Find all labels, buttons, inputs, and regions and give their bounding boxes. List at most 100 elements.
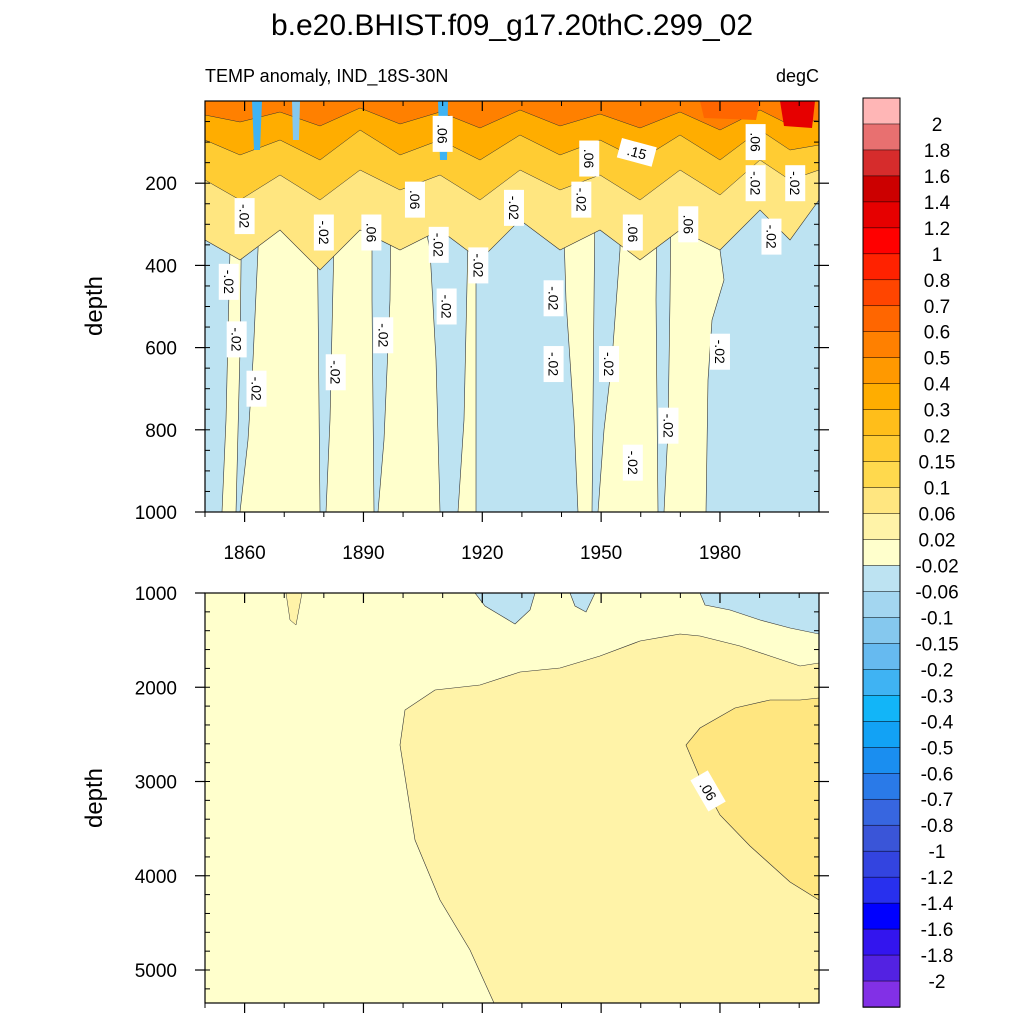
contour-label-text: -.02 [229, 327, 245, 351]
contour-label: -.02 [468, 247, 489, 284]
contour-label-text: -.02 [573, 188, 589, 212]
lower-negative-region [569, 593, 596, 613]
colorbar-label: -2 [929, 972, 946, 993]
colorbar-swatch [862, 123, 901, 151]
contour-label-text: -.02 [763, 225, 779, 249]
contour-label: -.02 [226, 321, 247, 358]
figure-title: b.e20.BHIST.f09_g17.20thC.299_02 [271, 9, 753, 42]
contour-label: .06 [690, 770, 726, 812]
colorbar-label: 1.6 [924, 167, 950, 188]
colorbar-swatch [862, 565, 901, 593]
contour-label: -.02 [234, 198, 255, 235]
lower-y-axis: 1000 2000 3000 4000 5000 [135, 584, 829, 990]
colorbar-label: -0.8 [921, 816, 954, 837]
contour-label-text: .06 [581, 149, 597, 169]
contour-label: -.02 [313, 214, 334, 251]
colorbar-swatch [862, 773, 901, 800]
contour-label: .06 [404, 181, 425, 218]
colorbar-label: -0.1 [921, 608, 954, 629]
contour-label: -.02 [622, 444, 643, 481]
contour-label: .15 [616, 138, 657, 167]
contour-label-text: -.02 [248, 377, 264, 401]
contour-label: -.02 [428, 226, 449, 263]
y-tick-label: 800 [145, 421, 177, 442]
colorbar-label: 0.8 [924, 271, 950, 292]
colorbar-label: 2 [932, 115, 943, 136]
colorbar-label: 0.5 [924, 349, 950, 370]
lower-contour-labels: .06 [690, 770, 726, 812]
contour-label-text: -.02 [237, 204, 253, 228]
contour-label-background [543, 346, 564, 383]
colorbar-swatch [862, 721, 901, 749]
colorbar-swatch [862, 513, 901, 541]
contour-label-text: -.02 [712, 340, 728, 364]
colorbar-label: 1.4 [924, 193, 951, 214]
contour-label: -.02 [373, 317, 394, 354]
contour-label-background [571, 181, 592, 218]
contour-label-background [543, 280, 564, 317]
colorbar-swatch [862, 591, 901, 619]
lower-warm-streak [285, 593, 303, 626]
contour-label-background [404, 181, 425, 218]
colorbar-swatch [862, 902, 901, 930]
contour-label-background [678, 206, 699, 243]
contour-label-background [361, 214, 382, 251]
contour-label-background [579, 140, 600, 177]
colorbar-label: -0.6 [921, 764, 954, 785]
contour-label-text: -.02 [787, 171, 803, 195]
contour-label: -.02 [658, 407, 679, 444]
contour-label-background [468, 247, 489, 284]
colorbar-swatch [862, 383, 901, 411]
colorbar-swatch [862, 539, 901, 567]
lower-negative-region [474, 593, 536, 625]
contour-label-background [436, 288, 457, 325]
contour-label: -.02 [745, 165, 766, 202]
upper-y-axis-title: depth [81, 276, 108, 336]
contour-label: -.02 [571, 181, 592, 218]
contour-label: -.02 [503, 189, 524, 226]
lower-warm-region [685, 697, 819, 901]
contour-label-text: -.02 [748, 171, 764, 195]
upper-cold-streak [292, 101, 300, 140]
contour-label-background [599, 346, 620, 383]
colorbar-label: -1.8 [921, 946, 954, 967]
colorbar-label: 0.15 [919, 453, 956, 474]
contour-label-background [234, 198, 255, 235]
colorbar-label: 0.02 [919, 531, 956, 552]
colorbar-label: 1.8 [924, 141, 950, 162]
contour-label: .06 [579, 140, 600, 177]
lower-y-axis-title: depth [81, 768, 108, 828]
colorbar-swatch [862, 227, 901, 255]
contour-label-background [745, 124, 766, 161]
y-tick-label: 1000 [135, 503, 177, 524]
colorbar-label: 0.2 [924, 427, 950, 448]
upper-panel: -.02 -.02 -.02 -.02 -.02 -.02 .06 -.02 .06 .06 -.0… [81, 100, 829, 564]
x-tick-label: 1860 [223, 543, 265, 564]
contour-label-background [226, 321, 247, 358]
colorbar-swatch [862, 253, 901, 281]
y-tick-label: 200 [145, 174, 177, 195]
contour-label-background [325, 354, 346, 391]
colorbar-frame [862, 97, 901, 1008]
colorbar-swatch [862, 305, 901, 333]
contour-label: -.02 [709, 333, 730, 370]
colorbar-label: 0.1 [924, 479, 950, 500]
contour-label-text: -.02 [546, 352, 562, 376]
lower-negative-region [699, 593, 819, 635]
lower-contour-field [205, 593, 819, 1003]
colorbar-swatch [862, 669, 901, 697]
colorbar-swatch [862, 435, 901, 463]
contour-label: -.02 [543, 346, 564, 383]
contour-label: -.02 [761, 218, 782, 255]
colorbar-label: -0.2 [921, 660, 954, 681]
upper-cold-streak [252, 101, 262, 150]
contour-label-text: -.02 [660, 414, 676, 438]
colorbar-swatch [862, 201, 901, 229]
contour-label-background [503, 189, 524, 226]
colorbar-label: 0.3 [924, 401, 950, 422]
colorbar-label: -0.15 [915, 634, 958, 655]
colorbar-swatch [862, 695, 901, 723]
colorbar-label: -0.3 [921, 686, 954, 707]
contour-label-text: -.02 [316, 220, 332, 244]
left-subtitle: TEMP anomaly, IND_18S-30N [205, 66, 448, 87]
